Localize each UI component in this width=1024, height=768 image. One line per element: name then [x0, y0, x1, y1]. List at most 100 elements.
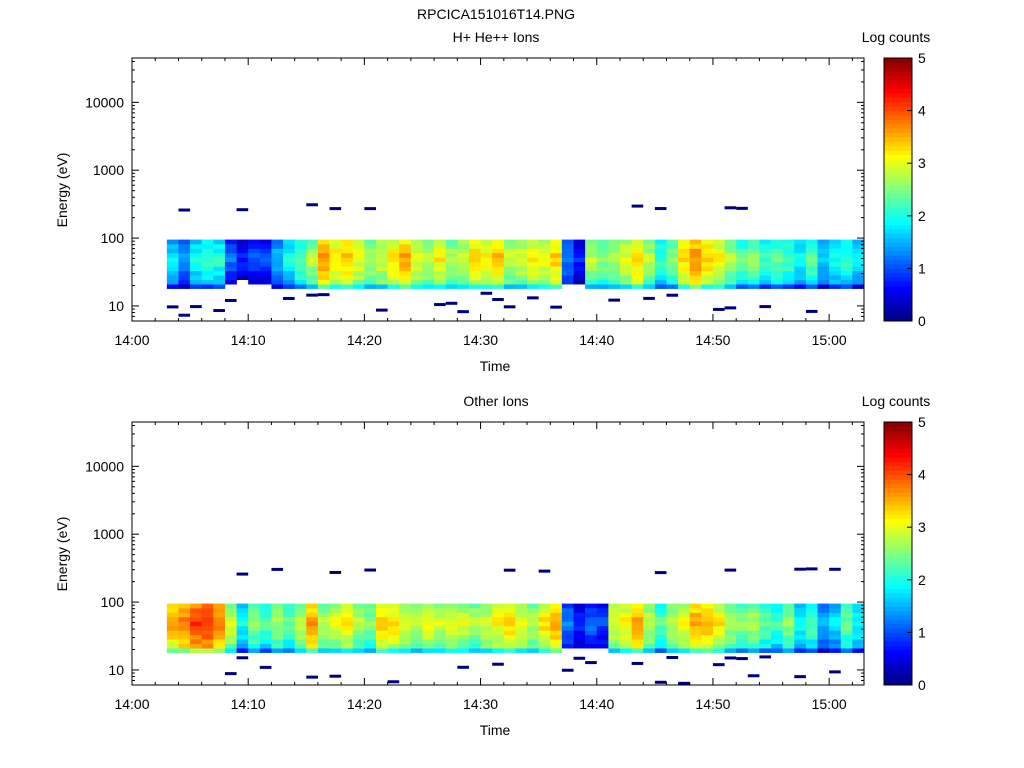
heatmap-cell [620, 634, 632, 640]
heatmap-cell [608, 625, 621, 631]
heatmap-cell [410, 612, 423, 618]
heatmap-cell [608, 248, 621, 254]
colorbar-swatch [884, 566, 912, 572]
heatmap-cell [852, 608, 865, 613]
heatmap-cell [317, 293, 330, 297]
heatmap-cell [620, 625, 632, 631]
heatmap-cell [573, 639, 586, 645]
colorbar-label: Log counts [862, 29, 931, 45]
heatmap-cell [620, 261, 632, 267]
heatmap-cell [352, 270, 365, 276]
heatmap-cell [573, 261, 586, 267]
heatmap-cell [596, 639, 609, 645]
heatmap-cell [538, 634, 551, 640]
heatmap-cell [457, 612, 470, 618]
colorbar-swatch [884, 540, 912, 546]
heatmap-cell [701, 639, 714, 645]
heatmap-cell [352, 279, 365, 285]
heatmap-cell [283, 252, 295, 258]
heatmap-cell [759, 621, 772, 627]
heatmap-cell [538, 630, 551, 636]
colorbar-label: Log counts [862, 393, 931, 409]
heatmap-cell [283, 616, 295, 622]
heatmap-cell [190, 305, 202, 309]
colorbar-swatch [884, 224, 912, 230]
heatmap-cell [224, 239, 237, 245]
heatmap-cell [352, 621, 365, 627]
heatmap-cell [248, 634, 261, 640]
heatmap-cell [782, 616, 795, 622]
heatmap-cell [550, 612, 563, 618]
heatmap-cell [190, 608, 203, 613]
heatmap-cell [283, 266, 295, 272]
heatmap-cell [759, 648, 772, 653]
heatmap-cell [654, 239, 667, 245]
heatmap-cell [387, 612, 400, 618]
heatmap-cell [201, 639, 214, 645]
heatmap-cell [829, 261, 842, 267]
heatmap-cell [468, 266, 481, 272]
heatmap-cell [771, 244, 783, 249]
heatmap-cell [817, 284, 830, 289]
heatmap-cell [399, 608, 412, 613]
heatmap-cell [608, 270, 621, 276]
heatmap-cell [306, 252, 319, 258]
heatmap-cell [724, 275, 737, 281]
colorbar-swatch [884, 101, 912, 107]
heatmap-cell [468, 252, 481, 258]
heatmap-cell [294, 261, 307, 267]
heatmap-cell [712, 639, 725, 645]
heatmap-cell [190, 266, 203, 272]
heatmap-cell [445, 279, 458, 285]
heatmap-cell [643, 603, 656, 609]
heatmap-cell [573, 634, 586, 640]
heatmap-cell [585, 643, 598, 649]
heatmap-cell [585, 239, 598, 245]
heatmap-cell [480, 239, 493, 245]
heatmap-cell [701, 284, 714, 289]
heatmap-cell [724, 603, 737, 609]
heatmap-cell [805, 257, 818, 263]
heatmap-cell [515, 621, 528, 627]
heatmap-cell [503, 305, 516, 309]
colorbar-swatch [884, 250, 912, 256]
heatmap-cell [689, 270, 702, 276]
heatmap-cell [643, 275, 656, 281]
colorbar-swatch [884, 636, 912, 642]
heatmap-cell [248, 630, 261, 636]
heatmap-cell [271, 284, 284, 289]
heatmap-cell [468, 625, 481, 631]
heatmap-cell [585, 630, 598, 636]
heatmap-cell [399, 257, 412, 263]
heatmap-cell [376, 275, 388, 281]
heatmap-cell [399, 239, 412, 245]
heatmap-cell [224, 279, 237, 285]
heatmap-cell [422, 266, 435, 272]
heatmap-cell [782, 608, 795, 613]
heatmap-cell [503, 634, 516, 640]
heatmap-cell [712, 252, 725, 258]
heatmap-cell [527, 608, 539, 613]
heatmap-cell [468, 648, 481, 653]
heatmap-cell [712, 279, 725, 285]
heatmap-cell [457, 275, 470, 281]
heatmap-cell [387, 648, 400, 653]
heatmap-cell [654, 625, 667, 631]
heatmap-cell [515, 648, 528, 653]
heatmap-cell [805, 248, 818, 254]
heatmap-cell [283, 275, 295, 281]
colorbar-swatch [884, 632, 912, 638]
heatmap-cell [329, 612, 342, 618]
heatmap-cell [759, 630, 772, 636]
heatmap-cell [410, 244, 423, 249]
heatmap-cell [678, 244, 691, 249]
heatmap-cell [585, 248, 598, 254]
heatmap-cell [422, 643, 435, 649]
heatmap-cell [852, 266, 865, 272]
heatmap-cell [341, 630, 354, 636]
heatmap-cell [457, 257, 470, 263]
heatmap-cell [224, 270, 237, 276]
heatmap-cell [712, 643, 725, 649]
heatmap-cell [817, 266, 830, 272]
heatmap-cell [561, 668, 574, 672]
